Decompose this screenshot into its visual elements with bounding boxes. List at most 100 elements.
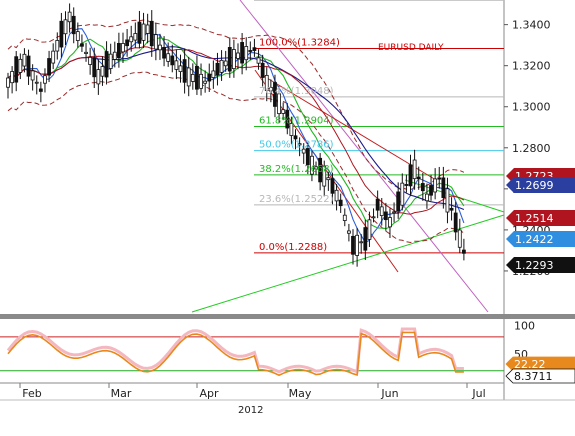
candle-body [314, 166, 318, 170]
price-tag [506, 231, 575, 247]
oscillator-slow-line [6, 327, 464, 374]
candle-body [252, 47, 257, 51]
candle-body [211, 70, 216, 78]
candle-body [51, 50, 56, 64]
price-tag [506, 257, 575, 273]
fib-label: 76.4%(1.3048) [259, 86, 334, 97]
candle-body [289, 123, 294, 136]
candle-body [400, 182, 405, 206]
candle-body [125, 39, 130, 47]
month-label: Apr [199, 387, 219, 400]
candle-body [248, 50, 253, 52]
candle-body [104, 51, 109, 78]
candle-body [92, 57, 97, 78]
lower-band [7, 71, 465, 244]
candle-body [178, 65, 183, 73]
candle-body [227, 47, 232, 72]
month-label: Feb [22, 387, 41, 400]
candle-body [429, 185, 433, 196]
oscillator-readout-label: 8.3711 [514, 370, 553, 383]
year-label: 2012 [238, 405, 263, 416]
envelope-bands [7, 19, 465, 244]
candle-body [359, 241, 364, 244]
candle-body [55, 40, 60, 52]
candle-body [112, 51, 117, 60]
candle-body [330, 178, 335, 194]
month-label: May [289, 387, 312, 400]
candle-body [108, 53, 113, 69]
candle-body [453, 212, 458, 233]
candle-body [412, 159, 417, 180]
fib-label: 23.6%(1.2522) [259, 194, 334, 205]
price-tag [506, 177, 575, 193]
candle-body [371, 216, 376, 219]
chart-title: EURUSD DAILY [378, 43, 444, 53]
candle-body [186, 67, 191, 87]
price-tag-label: 1.2514 [515, 212, 554, 225]
candle-body [334, 189, 339, 202]
candle-body [351, 235, 355, 255]
candle-body [277, 93, 281, 115]
candle-body [301, 148, 306, 154]
oscillator-readout-label: 22.22 [514, 358, 546, 371]
candle-body [256, 57, 261, 64]
candle-body [149, 20, 154, 47]
candle-body [322, 165, 327, 187]
candle-body [244, 46, 249, 61]
candle-body [355, 234, 360, 256]
ma-medium-line [7, 37, 465, 230]
candle-body [264, 74, 269, 91]
candle-body [293, 135, 298, 140]
price-tick-label: 1.3000 [512, 101, 551, 114]
candle-body [30, 70, 35, 81]
candle-body [441, 177, 446, 198]
candle-body [96, 69, 101, 85]
candle-body [236, 52, 240, 59]
candle-body [6, 77, 10, 88]
candle-body [404, 184, 409, 186]
candle-body [223, 60, 228, 67]
candle-body [174, 60, 179, 70]
candle-body [47, 58, 51, 76]
price-tag-label: 1.2422 [515, 233, 554, 246]
month-label: Mar [111, 387, 132, 400]
candle-body [219, 59, 224, 73]
candle-body [273, 82, 277, 107]
candle-body [363, 227, 368, 251]
candle-body [84, 51, 88, 54]
candle-body [231, 49, 236, 70]
candle-body [71, 15, 76, 35]
candle-body [195, 65, 199, 90]
candle-body [43, 75, 47, 84]
candle-body [433, 178, 438, 193]
candle-body [388, 217, 392, 228]
candle-body [18, 58, 23, 73]
candle-body [22, 53, 27, 67]
candle-body [268, 86, 273, 92]
candle-body [158, 44, 162, 51]
candle-body [129, 36, 134, 43]
candle-body [63, 19, 68, 35]
panel-separator [0, 314, 575, 319]
candle-body [190, 73, 195, 82]
candle-body [346, 230, 351, 234]
candle-body [383, 211, 388, 221]
candle-body [297, 143, 302, 146]
candle-body [170, 55, 175, 66]
time-axis: Feb Mar Apr May Jun Jul [19, 383, 486, 400]
candle-body [396, 191, 401, 212]
price-tag [506, 210, 575, 226]
month-label: Jun [380, 387, 398, 400]
fib-label: 0.0%(1.2288) [259, 242, 327, 253]
month-label: Jul [471, 387, 485, 400]
candle-body [408, 164, 413, 187]
candle-body [145, 24, 150, 34]
price-tag-label: 1.2699 [515, 179, 554, 192]
candle-body [310, 155, 314, 175]
candle-body [305, 148, 310, 166]
candle-body [338, 199, 343, 207]
candle-body [207, 73, 212, 82]
ma-fast-line [7, 28, 465, 244]
